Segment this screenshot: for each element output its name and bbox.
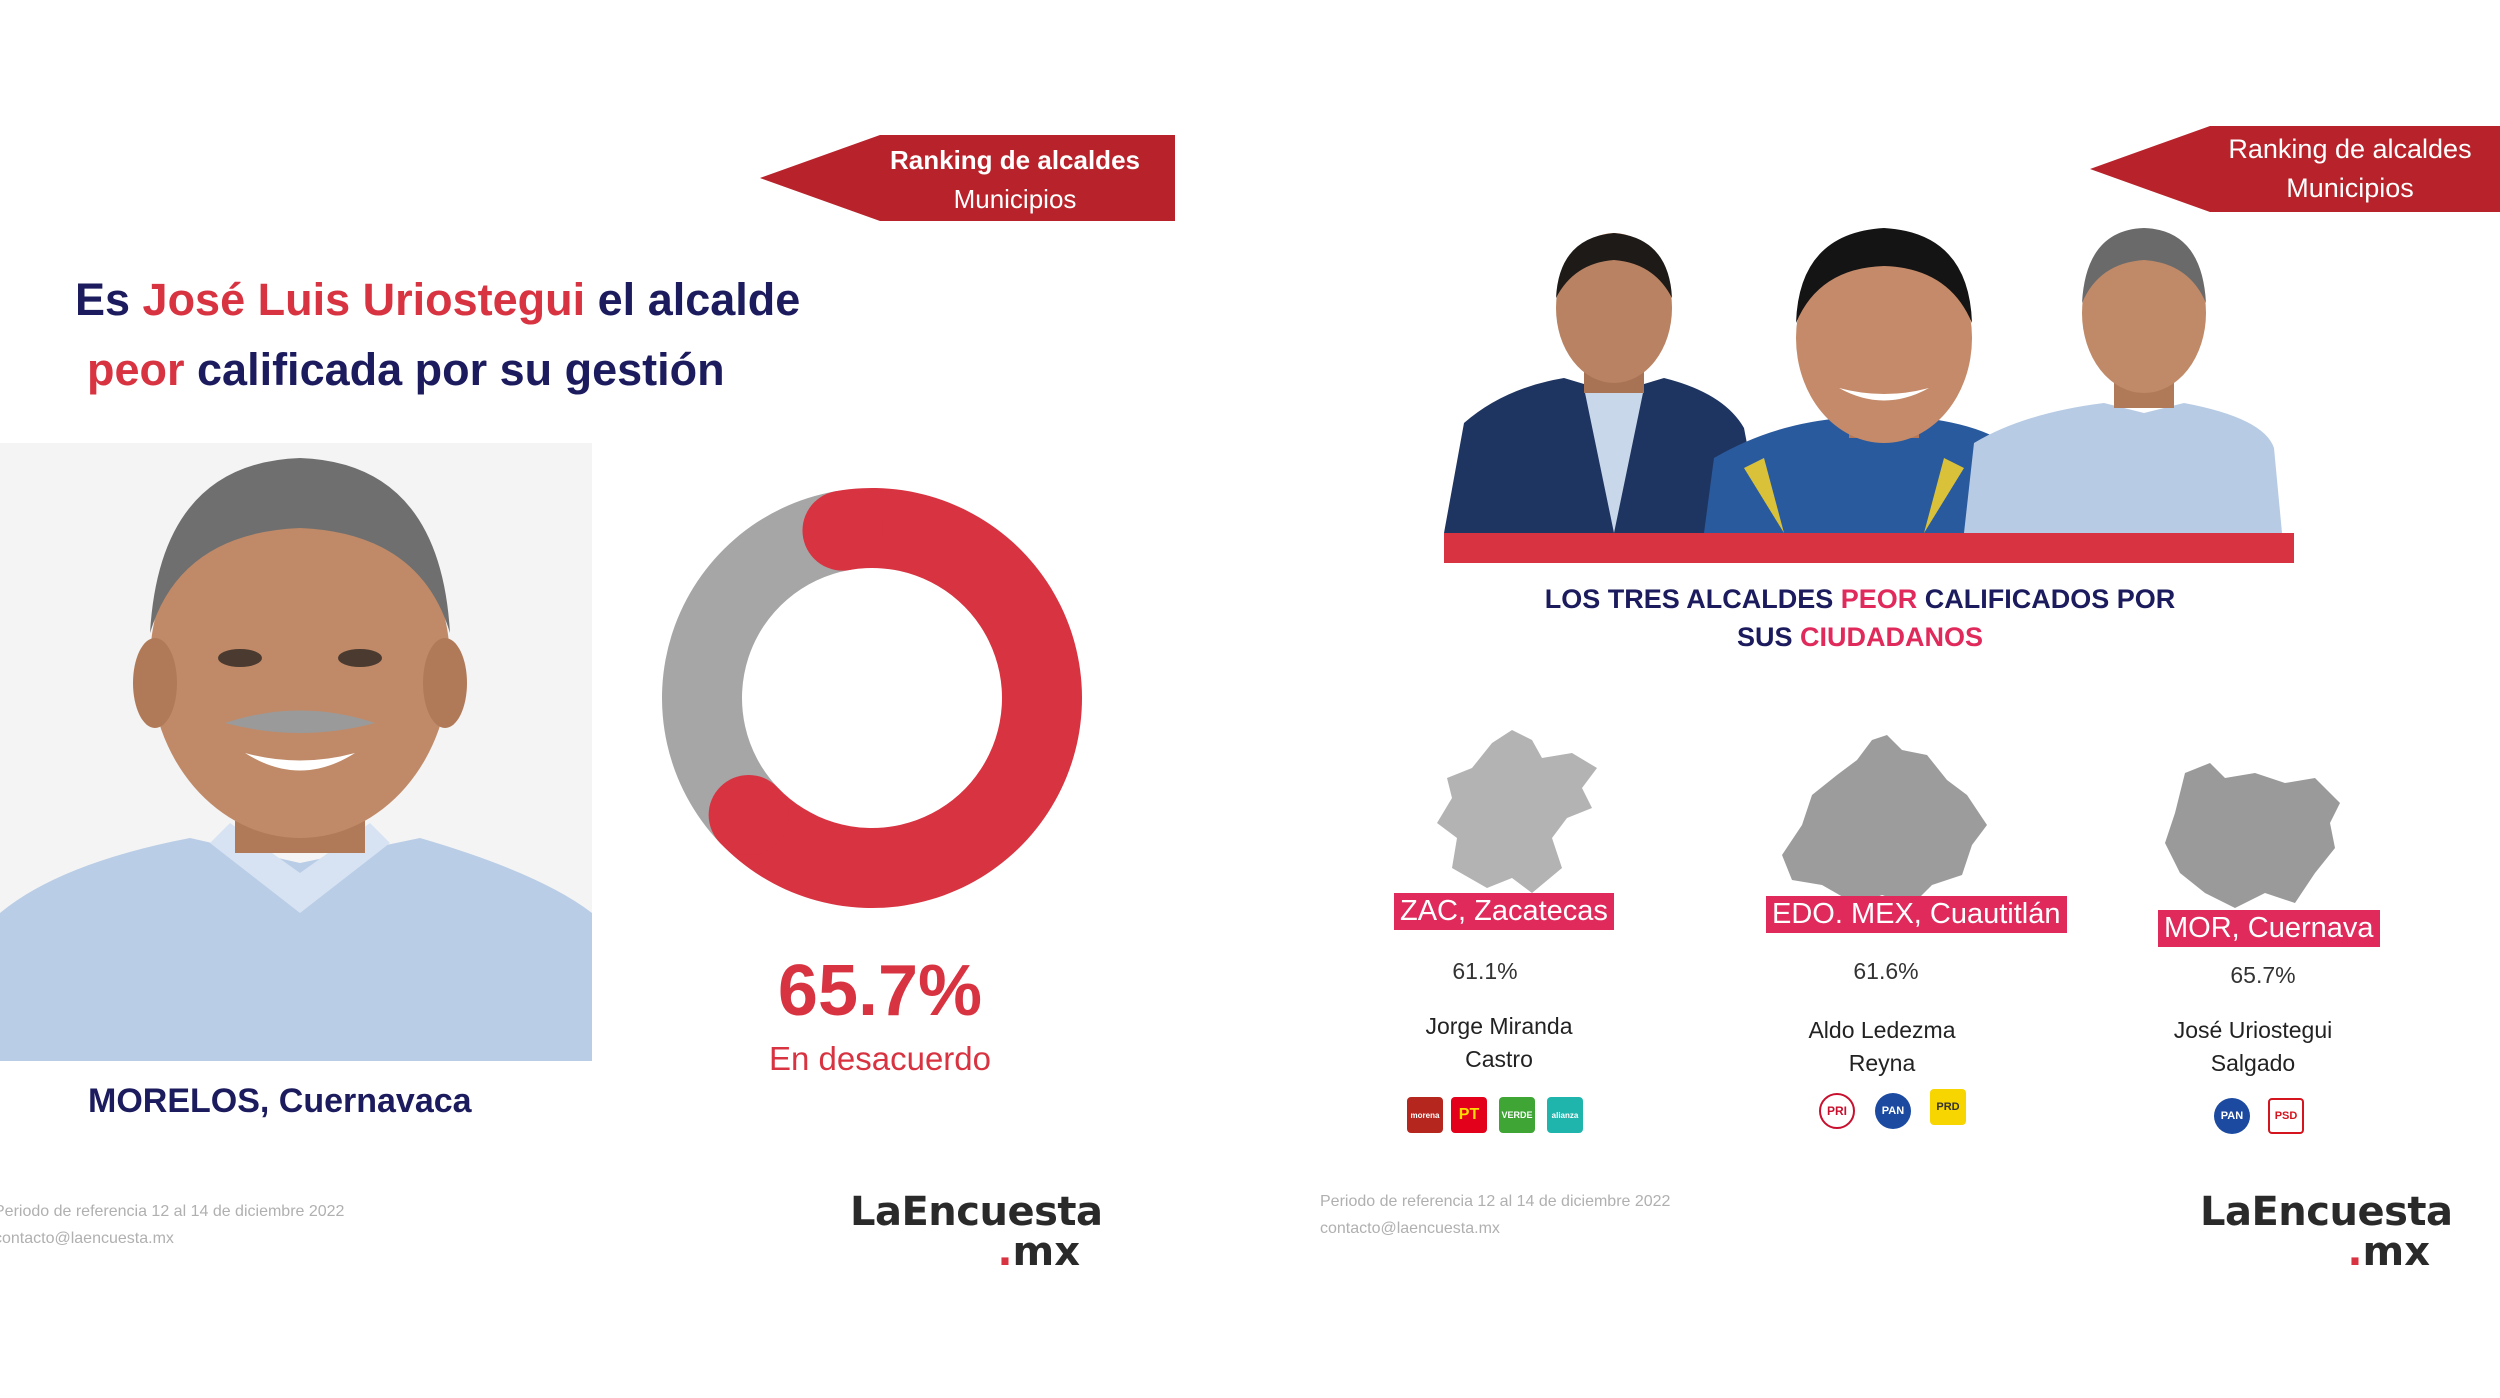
footer-period: Periodo de referencia 12 al 14 de diciem… (1320, 1193, 1671, 1210)
headline-line-1: Es José Luis Uriostegui el alcalde (75, 265, 975, 335)
mayors-group-photo (1444, 228, 2294, 563)
banner-title: Ranking de alcaldes (2228, 134, 2472, 164)
logo-dot: . (2347, 1229, 2363, 1275)
estado-de-mexico-map-icon (1782, 735, 1987, 905)
mayor-portrait (0, 443, 592, 1061)
headline-text: Es (75, 274, 143, 325)
ranking-title-line-2: SUS CIUDADANOS (1500, 618, 2220, 656)
title-text: SUS (1736, 622, 1800, 652)
footer-period: Periodo de referencia 12 al 14 de diciem… (0, 1203, 345, 1220)
banner-arrow-shape (760, 135, 1175, 221)
donut-slice-other (662, 491, 850, 843)
pt-logo-icon: PT (1451, 1097, 1487, 1133)
mayor-name-line-1: Jorge Miranda (1425, 1013, 1573, 1039)
banner-subtitle: Municipios (953, 184, 1077, 214)
nueva-alianza-logo-icon: alianza (1547, 1097, 1583, 1133)
headline-text: el alcalde (585, 274, 801, 325)
state-label-cuernavaca: MOR, Cuernava (2158, 910, 2380, 947)
laencuesta-logo: LaEncuesta .mx (2200, 1189, 2453, 1275)
headline-text: calificada por su gestión (184, 344, 725, 395)
mayor-name-line-1: Aldo Ledezma (1808, 1017, 1956, 1043)
headline-line-2: peor calificada por su gestión (75, 335, 975, 405)
ranking-banner-left: Ranking de alcaldes Municipios (760, 135, 1175, 221)
title-emphasis: CIUDADANOS (1800, 622, 1984, 652)
mayor-percent: 65.7% (2230, 962, 2296, 988)
title-text: CALIFICADOS POR (1917, 584, 2176, 614)
pri-logo-icon: PRI (1819, 1093, 1855, 1129)
mayor-percent: 61.1% (1452, 958, 1518, 984)
title-emphasis: PEOR (1840, 584, 1918, 614)
headline-emphasis: peor (87, 344, 185, 395)
donut-cap-start (802, 490, 883, 571)
mayor-name-line-2: Castro (1465, 1046, 1533, 1072)
mayor-name-line-2: Salgado (2210, 1050, 2296, 1076)
banner-arrow-shape (2090, 126, 2500, 212)
morelos-map-icon (2165, 763, 2340, 908)
headline-name: José Luis Uriostegui (142, 274, 586, 325)
ranking-title: LOS TRES ALCALDES PEOR CALIFICADOS POR S… (1500, 580, 2220, 656)
portrait-illustration (0, 443, 592, 1061)
mayor-name-line-2: Reyna (1848, 1050, 1916, 1076)
banner-subtitle: Municipios (2286, 173, 2414, 203)
mayor-name: Aldo Ledezma Reyna (1732, 1014, 2032, 1080)
laencuesta-logo: LaEncuesta .mx (850, 1189, 1103, 1275)
footer-contact: contacto@laencuesta.mx (0, 1230, 174, 1247)
logo-suffix: mx (2362, 1229, 2430, 1275)
banner-title: Ranking de alcaldes (890, 145, 1140, 175)
donut-slice-disagree (719, 488, 1082, 908)
footer-contact: contacto@laencuesta.mx (1320, 1220, 1500, 1237)
logo-dot: . (997, 1229, 1013, 1275)
ranking-banner-right: Ranking de alcaldes Municipios (2090, 126, 2500, 212)
donut-chart (662, 488, 1082, 908)
mayor-name-line-1: José Uriostegui (2173, 1017, 2333, 1043)
prd-logo-icon: PRD (1930, 1089, 1966, 1125)
location-caption: MORELOS, Cuernavaca (88, 1082, 472, 1120)
donut-cap-end (708, 774, 789, 855)
mayor-percent: 61.6% (1853, 958, 1919, 984)
mayor-name: Jorge Miranda Castro (1349, 1010, 1649, 1076)
psd-logo-icon: PSD (2268, 1098, 2304, 1134)
percent-value: 65.7% (777, 951, 983, 1031)
state-label-zacatecas: ZAC, Zacatecas (1394, 893, 1614, 930)
percent-description: En desacuerdo (769, 1040, 991, 1077)
headline: Es José Luis Uriostegui el alcalde peor … (75, 265, 975, 405)
title-text: LOS TRES ALCALDES (1544, 584, 1841, 614)
zacatecas-map-icon (1437, 730, 1597, 893)
logo-suffix: mx (1012, 1229, 1080, 1275)
mayor-name: José Uriostegui Salgado (2103, 1014, 2403, 1080)
verde-logo-icon: VERDE (1499, 1097, 1535, 1133)
state-label-cuautitlan: EDO. MEX, Cuautitlán (1766, 896, 2067, 933)
pan-logo-icon: PAN (2214, 1098, 2250, 1134)
morena-logo-icon: morena (1407, 1097, 1443, 1133)
pan-logo-icon: PAN (1875, 1093, 1911, 1129)
logo-text: LaEncuesta (2200, 1189, 2453, 1235)
ranking-title-line-1: LOS TRES ALCALDES PEOR CALIFICADOS POR (1500, 580, 2220, 618)
logo-text: LaEncuesta (850, 1189, 1103, 1235)
